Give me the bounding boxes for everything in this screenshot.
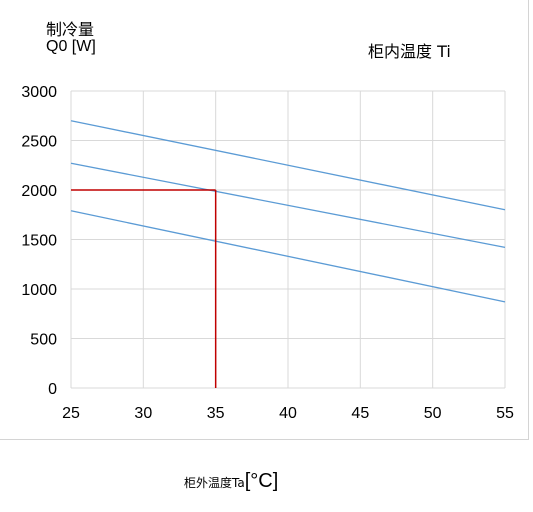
x-tick-label: 50 <box>424 405 442 422</box>
y-tick-label: 2500 <box>21 134 57 151</box>
x-tick-label: 30 <box>134 405 152 422</box>
y-tick-label: 2000 <box>21 183 57 200</box>
x-tick-label: 35 <box>207 405 225 422</box>
x-tick-label: 40 <box>279 405 297 422</box>
y-axis-label: 制冷量 <box>46 20 95 39</box>
inside-temperature-label: 柜内温度 Ti <box>368 42 451 61</box>
x-tick-label: 55 <box>496 405 514 422</box>
y-axis-unit-label: Q0 [W] <box>46 38 96 55</box>
x-axis-unit: [°C] <box>244 470 279 492</box>
y-tick-label: 0 <box>48 381 57 398</box>
chart-panel <box>0 0 529 440</box>
series-line-2 <box>70 162 506 249</box>
y-tick-label: 500 <box>30 332 57 349</box>
x-tick-label: 25 <box>62 405 80 422</box>
series-line-3 <box>70 210 506 303</box>
x-axis-label-text: 柜外温度Ta <box>184 476 245 490</box>
x-tick-label: 45 <box>351 405 369 422</box>
series-line-1 <box>70 120 506 211</box>
y-tick-label: 1000 <box>21 282 57 299</box>
y-tick-label: 3000 <box>21 84 57 101</box>
y-tick-label: 1500 <box>21 233 57 250</box>
x-axis-label: 柜外温度Ta[°C] <box>184 470 278 493</box>
